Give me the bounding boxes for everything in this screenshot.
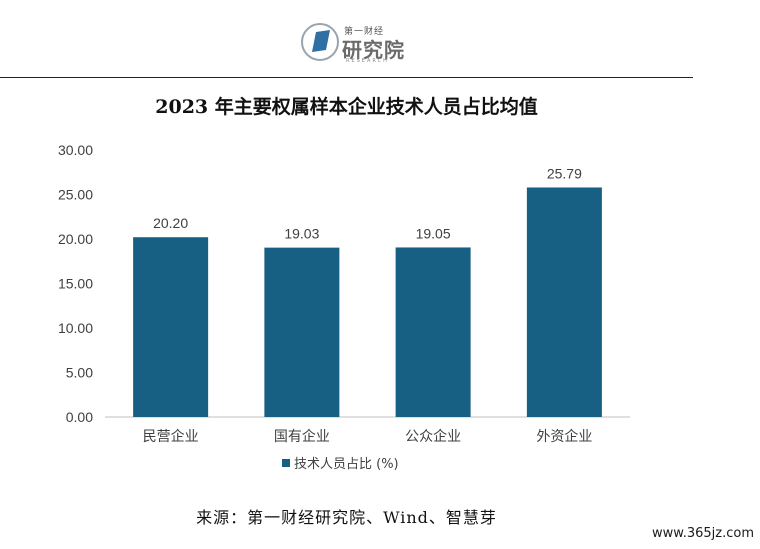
data-label: 20.20 <box>153 215 188 231</box>
bar <box>526 187 602 417</box>
y-tick-label: 15.00 <box>58 276 93 292</box>
legend-label: 技术人员占比 (%) <box>294 457 399 472</box>
logo-main-text: 研究院 <box>342 38 405 62</box>
x-tick-label: 民营企业 <box>143 428 199 445</box>
logo-small-text: 第一财经 <box>344 27 385 37</box>
watermark: www.365jz.com <box>652 526 754 541</box>
bar <box>264 247 340 417</box>
y-tick-label: 0.00 <box>66 409 93 425</box>
logo: 第一财经 研究院 RESEARCH <box>300 22 410 66</box>
source-note: 来源：第一财经研究院、Wind、智慧芽 <box>196 508 497 527</box>
x-tick-label: 公众企业 <box>405 428 461 445</box>
data-label: 19.03 <box>284 226 319 242</box>
logo-sub-text: RESEARCH <box>346 58 389 64</box>
y-tick-label: 25.00 <box>58 187 93 203</box>
x-tick-label: 外资企业 <box>536 428 592 445</box>
y-tick-label: 30.00 <box>58 142 93 158</box>
data-label: 19.05 <box>416 225 451 241</box>
logo-mark-icon <box>301 23 339 61</box>
y-tick-label: 20.00 <box>58 231 93 247</box>
legend-swatch <box>282 459 290 467</box>
bar <box>133 237 209 417</box>
bar <box>395 247 471 417</box>
chart-title: 2023 年主要权属样本企业技术人员占比均值 <box>155 96 538 118</box>
x-tick-label: 国有企业 <box>274 428 330 445</box>
y-tick-label: 5.00 <box>66 365 93 381</box>
header-divider <box>0 77 693 78</box>
data-label: 25.79 <box>547 165 582 181</box>
y-tick-label: 10.00 <box>58 320 93 336</box>
bar-chart: 0.00 5.00 10.00 15.00 20.00 25.00 30.00 20.20 民营… <box>58 142 630 472</box>
